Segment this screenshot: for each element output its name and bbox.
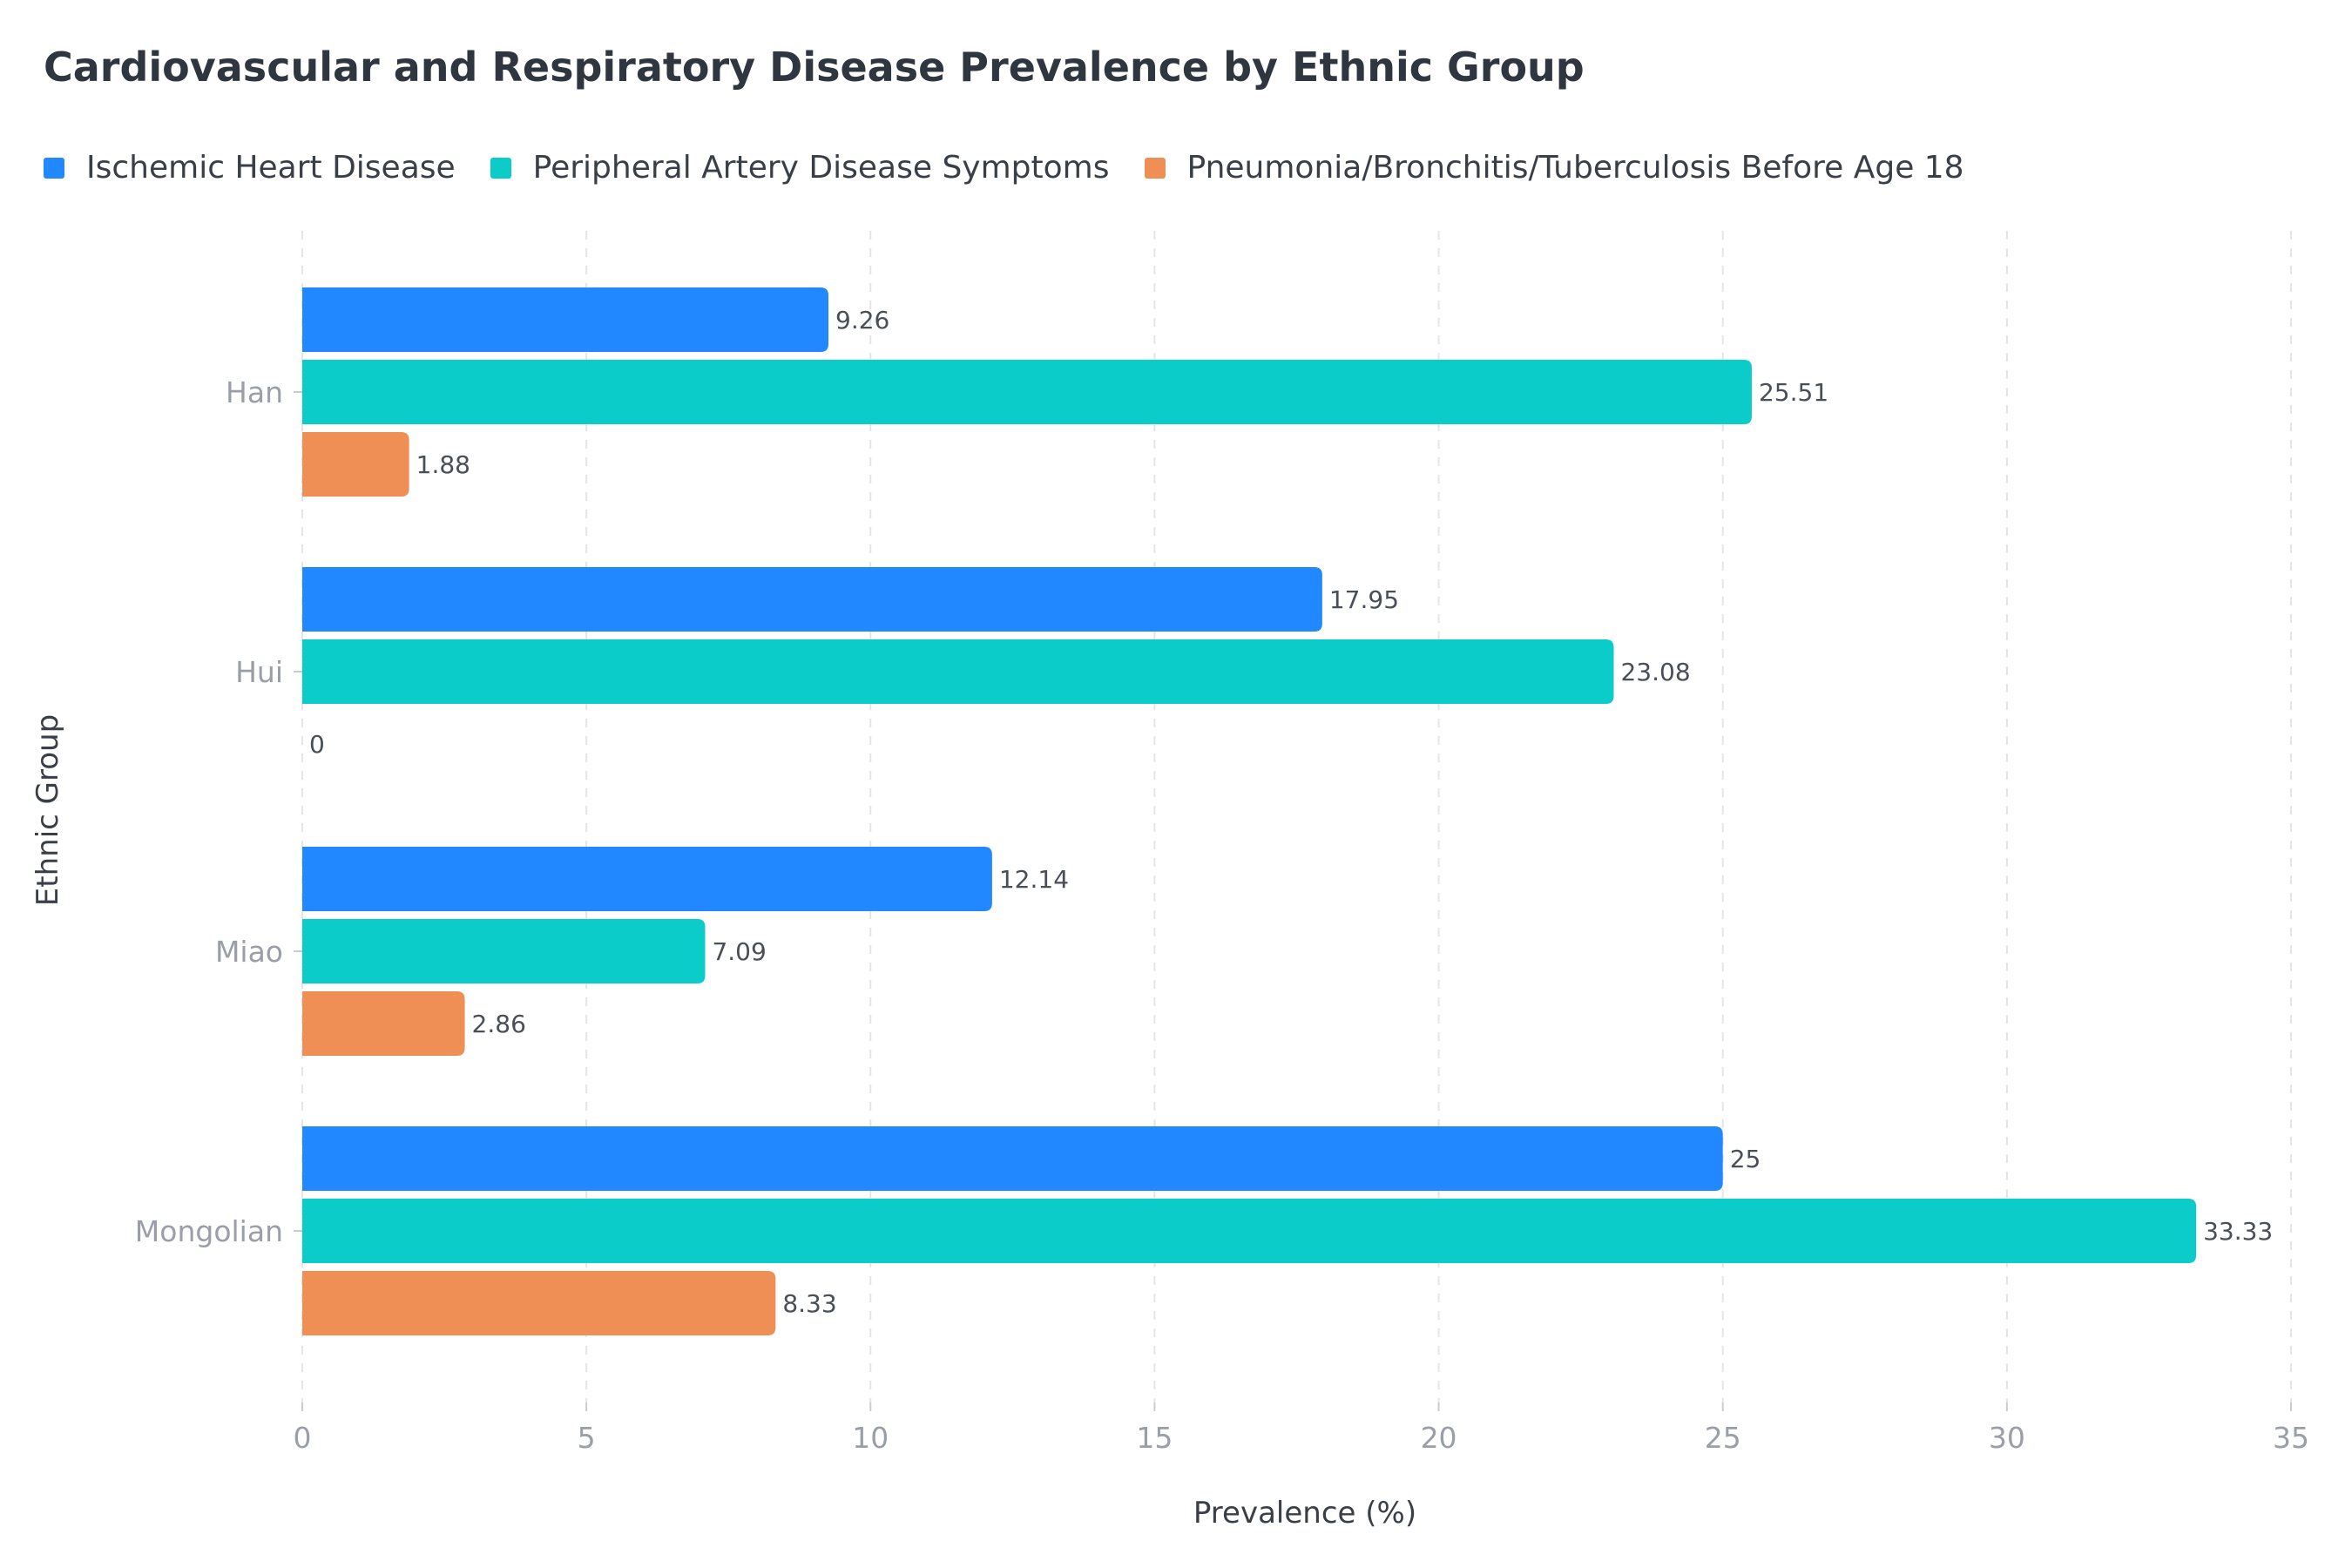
data-label-mongolian-0: 25 xyxy=(1730,1145,1761,1173)
bar-miao-0[interactable] xyxy=(302,847,992,911)
legend-label-peripheral: Peripheral Artery Disease Symptoms xyxy=(532,150,1110,186)
x-tick-label-5: 5 xyxy=(578,1421,596,1455)
y-axis-ticks: Han Hui Miao Mongolian xyxy=(135,375,302,1248)
x-tick-label-25: 25 xyxy=(1705,1421,1741,1455)
legend-swatch-ischemic xyxy=(44,157,64,179)
bar-hui-0[interactable] xyxy=(302,567,1322,632)
bar-miao-2[interactable] xyxy=(302,991,465,1056)
legend-label-ischemic: Ischemic Heart Disease xyxy=(86,150,456,186)
data-label-hui-0: 17.95 xyxy=(1329,585,1399,614)
legend-swatch-pneumonia xyxy=(1144,157,1166,179)
y-tick-label-han: Han xyxy=(226,375,283,409)
y-tick-label-miao: Miao xyxy=(215,935,283,969)
data-label-miao-2: 2.86 xyxy=(472,1010,526,1038)
data-label-mongolian-1: 33.33 xyxy=(2203,1217,2273,1246)
bar-mongolian-0[interactable] xyxy=(302,1126,1723,1191)
legend-item-pneumonia[interactable]: Pneumonia/Bronchitis/Tuberculosis Before… xyxy=(1144,150,1964,186)
legend-item-ischemic[interactable]: Ischemic Heart Disease xyxy=(44,150,456,186)
bar-han-0[interactable] xyxy=(302,287,829,352)
bar-mongolian-1[interactable] xyxy=(302,1199,2197,1263)
y-axis-title: Ethnic Group xyxy=(30,714,65,906)
y-tick-label-mongolian: Mongolian xyxy=(135,1214,283,1248)
y-tick-label-hui: Hui xyxy=(235,655,283,689)
data-label-hui-2: 0 xyxy=(309,730,325,759)
bar-miao-1[interactable] xyxy=(302,919,706,983)
bars: 9.26 25.51 1.88 17.95 23.08 0 12.14 7.09 2.86 25 3… xyxy=(302,287,2273,1335)
bar-han-1[interactable] xyxy=(302,360,1752,424)
data-label-han-1: 25.51 xyxy=(1759,378,1828,407)
data-label-miao-0: 12.14 xyxy=(999,865,1069,894)
x-tick-label-10: 10 xyxy=(852,1421,889,1455)
bar-han-2[interactable] xyxy=(302,432,409,497)
x-tick-label-20: 20 xyxy=(1421,1421,1457,1455)
x-tick-label-30: 30 xyxy=(1989,1421,2025,1455)
bar-mongolian-2[interactable] xyxy=(302,1271,776,1335)
data-label-hui-1: 23.08 xyxy=(1620,658,1690,686)
legend-label-pneumonia: Pneumonia/Bronchitis/Tuberculosis Before… xyxy=(1186,150,1964,186)
legend-item-peripheral[interactable]: Peripheral Artery Disease Symptoms xyxy=(490,150,1110,186)
legend-swatch-peripheral xyxy=(490,157,511,179)
data-label-han-0: 9.26 xyxy=(835,306,889,335)
data-label-mongolian-2: 8.33 xyxy=(782,1289,836,1318)
x-tick-label-0: 0 xyxy=(294,1421,312,1455)
legend: Ischemic Heart Disease Peripheral Artery… xyxy=(44,150,1999,186)
chart-title: Cardiovascular and Respiratory Disease P… xyxy=(44,44,1585,91)
data-label-miao-1: 7.09 xyxy=(712,937,766,966)
x-axis-ticks: 0 5 10 15 20 25 30 35 xyxy=(294,1402,2309,1455)
x-axis-title: Prevalence (%) xyxy=(1193,1496,1416,1531)
x-tick-label-35: 35 xyxy=(2273,1421,2309,1455)
bar-hui-1[interactable] xyxy=(302,639,1614,704)
x-tick-label-15: 15 xyxy=(1136,1421,1173,1455)
data-label-han-2: 1.88 xyxy=(416,450,470,479)
